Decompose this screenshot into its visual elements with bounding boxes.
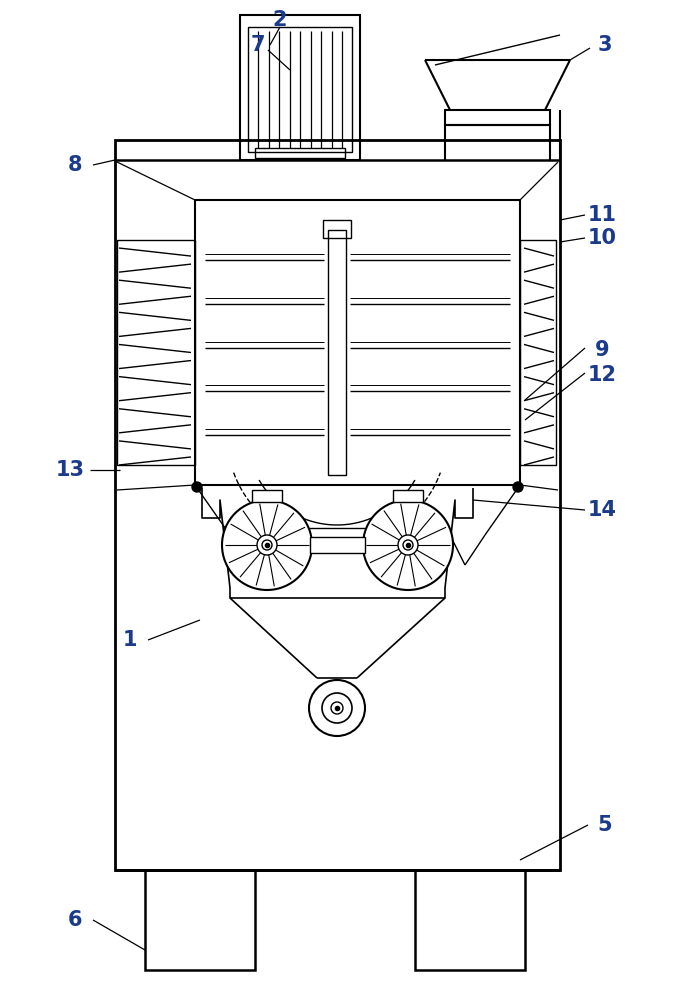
Circle shape	[513, 482, 523, 492]
Bar	[307, 528, 367, 540]
Text: 12: 12	[587, 365, 616, 385]
Bar	[240, 15, 360, 160]
Bar	[415, 870, 525, 970]
Bar	[520, 240, 556, 465]
Text: 6: 6	[68, 910, 82, 930]
Text: 13: 13	[55, 460, 84, 480]
Circle shape	[257, 535, 277, 555]
Circle shape	[309, 680, 365, 736]
Text: 14: 14	[587, 500, 616, 520]
Circle shape	[403, 540, 413, 550]
Text: 10: 10	[587, 228, 616, 248]
Bar	[393, 490, 423, 502]
Text: 5: 5	[597, 815, 612, 835]
Bar	[255, 148, 345, 158]
Circle shape	[322, 693, 352, 723]
Text: 8: 8	[68, 155, 82, 175]
Text: 3: 3	[598, 35, 612, 55]
Bar	[252, 490, 282, 502]
Bar	[115, 140, 560, 870]
Bar	[145, 870, 255, 970]
Circle shape	[222, 500, 312, 590]
Text: 11: 11	[587, 205, 616, 225]
Bar	[195, 200, 520, 485]
Bar	[328, 230, 346, 475]
Bar	[117, 240, 195, 465]
Text: 1: 1	[123, 630, 137, 650]
Circle shape	[331, 702, 343, 714]
Circle shape	[398, 535, 418, 555]
Bar	[445, 110, 550, 125]
Text: 9: 9	[595, 340, 610, 360]
Circle shape	[363, 500, 453, 590]
Circle shape	[262, 540, 272, 550]
Bar	[323, 220, 351, 238]
Text: 2: 2	[273, 10, 288, 30]
Circle shape	[192, 482, 202, 492]
Bar	[310, 537, 365, 553]
Bar	[248, 27, 352, 152]
Text: 7: 7	[250, 35, 265, 55]
